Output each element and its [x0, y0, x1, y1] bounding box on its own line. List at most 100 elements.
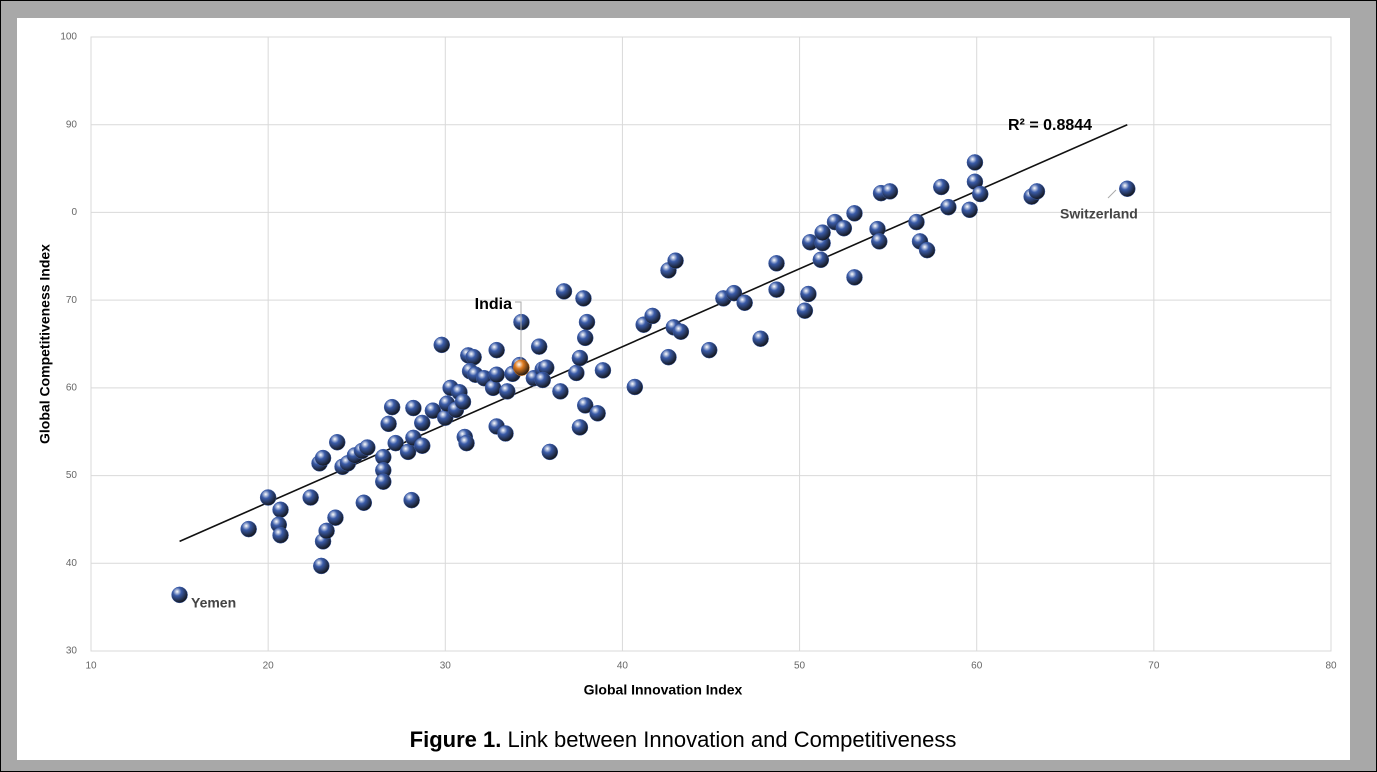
data-point	[497, 425, 514, 442]
x-tick-label: 80	[1325, 661, 1337, 672]
data-point	[513, 359, 530, 376]
data-point	[328, 433, 346, 451]
data-point	[433, 336, 450, 354]
caption-text: Link between Innovation and Competitiven…	[507, 727, 956, 752]
data-point	[359, 439, 376, 456]
data-point	[578, 313, 596, 331]
data-point	[314, 449, 332, 467]
data-point	[933, 178, 950, 196]
data-point	[667, 252, 684, 269]
data-point	[1119, 180, 1136, 197]
x-tick-label: 50	[794, 661, 806, 672]
data-point	[552, 383, 569, 400]
y-tick-label: 100	[60, 32, 77, 43]
data-point	[424, 402, 442, 419]
y-tick-label: 50	[66, 470, 78, 481]
data-point	[918, 241, 936, 259]
data-point	[414, 437, 431, 454]
y-tick-label: 30	[66, 646, 78, 657]
data-point	[318, 522, 335, 540]
data-point	[672, 323, 690, 340]
data-point	[171, 586, 188, 604]
x-tick-label: 60	[971, 661, 983, 672]
leader-line	[515, 301, 522, 360]
data-point	[1028, 183, 1046, 200]
data-point	[800, 285, 817, 303]
y-tick-label: 70	[66, 295, 78, 306]
data-point	[327, 509, 344, 526]
leader-line	[1107, 189, 1117, 199]
data-point	[660, 348, 677, 366]
data-point	[488, 366, 505, 383]
data-point	[768, 281, 785, 298]
y-tick-label: 0	[71, 207, 77, 218]
data-point	[736, 294, 753, 312]
data-point	[313, 557, 330, 575]
data-point	[594, 362, 612, 379]
data-point	[725, 284, 743, 302]
data-point	[908, 213, 925, 231]
data-point	[272, 501, 289, 519]
data-point	[961, 201, 978, 219]
data-point	[405, 399, 422, 417]
data-point	[555, 283, 573, 300]
data-point	[940, 198, 957, 216]
data-point	[375, 473, 392, 490]
data-point	[571, 419, 589, 436]
data-point	[846, 205, 863, 222]
data-point	[752, 330, 769, 347]
data-point	[966, 154, 984, 171]
data-point	[576, 397, 594, 414]
data-point	[881, 183, 899, 200]
data-point	[835, 219, 853, 237]
panel	[17, 18, 1350, 760]
data-point	[796, 302, 814, 319]
data-point	[575, 290, 592, 307]
data-point	[259, 489, 277, 506]
data-point	[499, 383, 516, 400]
annotation: Switzerland	[1060, 206, 1138, 222]
data-point	[846, 269, 863, 286]
data-point	[768, 255, 785, 272]
data-point	[576, 329, 594, 347]
x-tick-label: 30	[440, 661, 452, 672]
r-squared: R² = 0.8844	[1008, 117, 1092, 134]
data-point	[972, 185, 989, 203]
annotation: India	[475, 296, 512, 313]
data-point	[871, 233, 888, 250]
data-point	[589, 405, 606, 422]
data-point	[458, 434, 475, 452]
y-tick-label: 40	[66, 558, 78, 569]
data-point	[383, 398, 401, 416]
caption: Figure 1. Link between Innovation and Co…	[410, 727, 957, 752]
data-point	[814, 224, 831, 241]
plot-border	[90, 36, 1332, 652]
data-point	[380, 415, 397, 433]
x-axis-label: Global Innovation Index	[584, 682, 743, 698]
data-point	[454, 393, 472, 411]
data-point	[272, 526, 289, 544]
y-axis-label: Global Competitiveness Index	[37, 244, 53, 444]
data-point	[644, 307, 661, 325]
data-point	[530, 338, 548, 355]
data-point	[534, 371, 551, 389]
data-point	[571, 349, 589, 367]
x-tick-label: 20	[263, 661, 275, 672]
data-point	[626, 378, 644, 396]
x-tick-label: 70	[1148, 661, 1160, 672]
data-point	[700, 341, 718, 359]
data-point	[414, 414, 431, 432]
data-point	[541, 443, 559, 461]
caption-label: Figure 1.	[410, 727, 502, 752]
y-tick-label: 90	[66, 119, 78, 130]
annotation: Yemen	[191, 595, 236, 611]
data-point	[240, 520, 257, 538]
data-point	[465, 348, 482, 366]
data-point	[812, 251, 830, 269]
data-point	[399, 443, 417, 461]
x-tick-label: 10	[85, 661, 97, 672]
data-point	[403, 491, 420, 509]
data-point	[387, 434, 404, 452]
